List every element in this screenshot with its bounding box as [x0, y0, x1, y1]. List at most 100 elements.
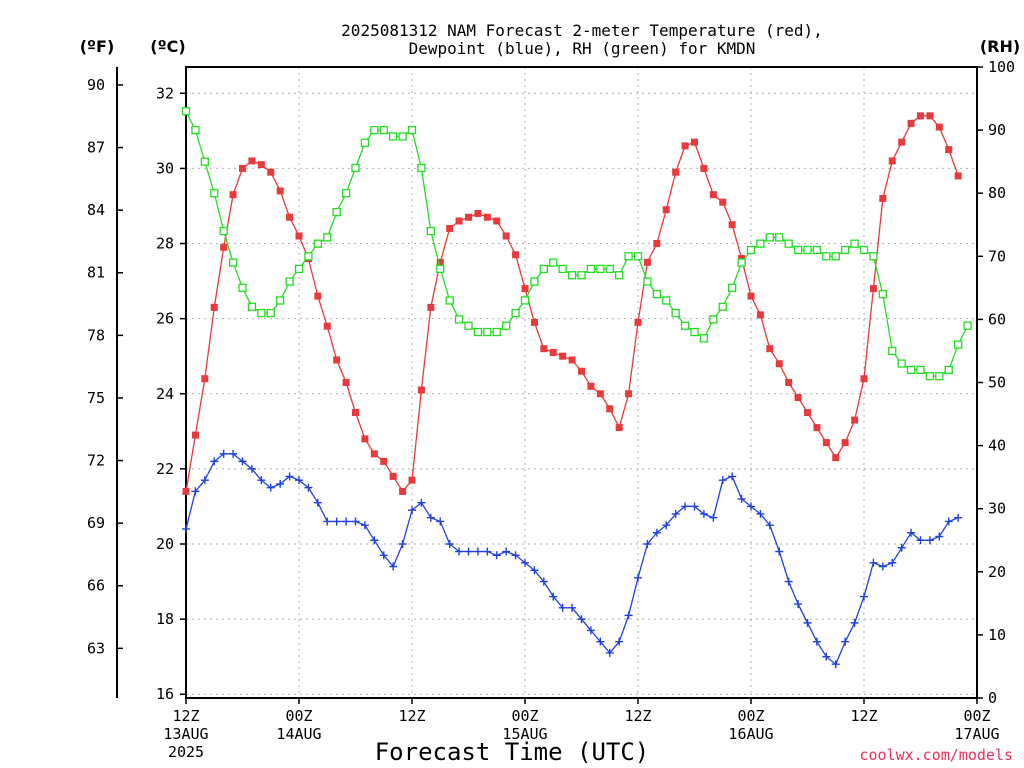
- x-tick-label: 12Z: [398, 707, 425, 725]
- dewpoint-point: [539, 577, 548, 586]
- celsius-tick-label: 32: [156, 84, 174, 102]
- rh-point: [793, 245, 803, 255]
- temperature-point: [191, 431, 199, 439]
- rh-point: [671, 308, 680, 318]
- rh-point: [850, 239, 859, 248]
- rh-point: [643, 277, 652, 286]
- rh-point: [699, 334, 709, 343]
- dewpoint-point: [332, 517, 341, 526]
- rh-point: [445, 296, 454, 305]
- rh-point: [341, 189, 351, 198]
- temperature-point: [276, 187, 284, 195]
- chart-title-line-1: 2025081312 NAM Forecast 2-meter Temperat…: [341, 21, 823, 40]
- x-tick-label: 12Z: [624, 707, 651, 725]
- dewpoint-point: [295, 476, 303, 485]
- temperature-point: [239, 164, 246, 172]
- rh-tick-label: 70: [988, 247, 1006, 265]
- dewpoint-point: [276, 479, 285, 488]
- dewpoint-point: [304, 483, 313, 492]
- dewpoint-point: [634, 573, 642, 582]
- temperature-point: [756, 311, 764, 319]
- temperature-point: [568, 356, 576, 364]
- dewpoint-point: [351, 517, 360, 526]
- dewpoint-point: [907, 528, 916, 537]
- dewpoint-point: [455, 547, 464, 556]
- x-tick-label: 00Z: [285, 707, 312, 725]
- rh-point: [878, 290, 887, 299]
- x-tick-label: 00Z: [737, 707, 764, 725]
- rh-point: [897, 359, 906, 368]
- temperature-point: [766, 345, 774, 353]
- rh-point: [549, 258, 558, 267]
- dewpoint-point: [257, 476, 266, 485]
- temperature-point: [672, 168, 680, 176]
- temperature-point: [643, 258, 651, 266]
- dewpoint-point: [869, 558, 878, 567]
- dewpoint-point: [756, 509, 765, 518]
- dewpoint-point: [521, 558, 529, 567]
- dewpoint-point: [822, 652, 831, 661]
- temperature-point: [926, 112, 934, 120]
- dewpoint-point: [473, 547, 482, 556]
- fahrenheit-tick-label: 87: [87, 139, 105, 157]
- dewpoint-point: [379, 551, 388, 560]
- credit-text: coolwx.com/models: [859, 746, 1013, 764]
- dewpoint-point: [342, 517, 351, 526]
- dewpoint-point: [605, 648, 614, 657]
- rh-point: [558, 264, 567, 274]
- dewpoint-point: [238, 457, 247, 466]
- dewpoint-point: [182, 524, 190, 533]
- rh-point: [219, 226, 228, 236]
- rh-point: [285, 277, 294, 286]
- rh-point: [426, 226, 435, 236]
- dewpoint-point: [888, 558, 897, 567]
- dewpoint-point: [935, 532, 944, 541]
- temperature-point: [352, 409, 359, 417]
- temperature-point: [945, 146, 953, 154]
- dewpoint-point: [794, 600, 803, 609]
- rh-point: [417, 163, 426, 173]
- temperature-point: [785, 379, 793, 386]
- dewpoint-point: [313, 498, 322, 507]
- dewpoint-point: [897, 543, 906, 552]
- dewpoint-point: [502, 547, 511, 556]
- dewpoint-point: [360, 521, 369, 530]
- dewpoint-point: [323, 517, 332, 526]
- temperature-point: [578, 367, 585, 375]
- temperature-point: [408, 476, 416, 484]
- rh-point: [276, 296, 285, 305]
- temperature-point: [182, 487, 190, 495]
- rh-point: [728, 283, 737, 293]
- temperature-point: [267, 168, 275, 176]
- temperature-point: [474, 209, 482, 217]
- temperature-point: [512, 251, 520, 259]
- temperature-point: [917, 112, 924, 120]
- fahrenheit-tick-label: 90: [87, 76, 105, 94]
- dewpoint-point: [690, 502, 699, 511]
- rh-point: [596, 264, 605, 274]
- rh-point: [257, 308, 266, 318]
- rh-point: [963, 321, 972, 330]
- rh-point: [803, 245, 812, 255]
- rh-point: [511, 308, 520, 318]
- rh-tick-label: 0: [988, 689, 997, 707]
- rh-point: [530, 277, 539, 286]
- dewpoint-point: [850, 618, 859, 627]
- rh-point: [200, 157, 209, 166]
- dewpoint-point: [681, 502, 690, 511]
- plot-frame: [185, 66, 978, 699]
- rh-point: [191, 125, 200, 135]
- rh-point: [370, 125, 379, 135]
- x-tick-label: 00Z: [963, 707, 990, 725]
- rh-point: [266, 308, 275, 318]
- temperature-point: [370, 450, 378, 458]
- dewpoint-point: [549, 592, 558, 601]
- rh-point: [567, 271, 577, 280]
- dewpoint-point: [747, 502, 755, 511]
- dewpoint-point: [577, 615, 586, 624]
- temperature-point: [813, 424, 821, 432]
- temperature-point: [220, 243, 228, 251]
- dewpoint-point: [219, 449, 228, 458]
- chart-title-line-2: Dewpoint (blue), RH (green) for KMDN: [409, 39, 756, 58]
- dewpoint-point: [925, 536, 934, 545]
